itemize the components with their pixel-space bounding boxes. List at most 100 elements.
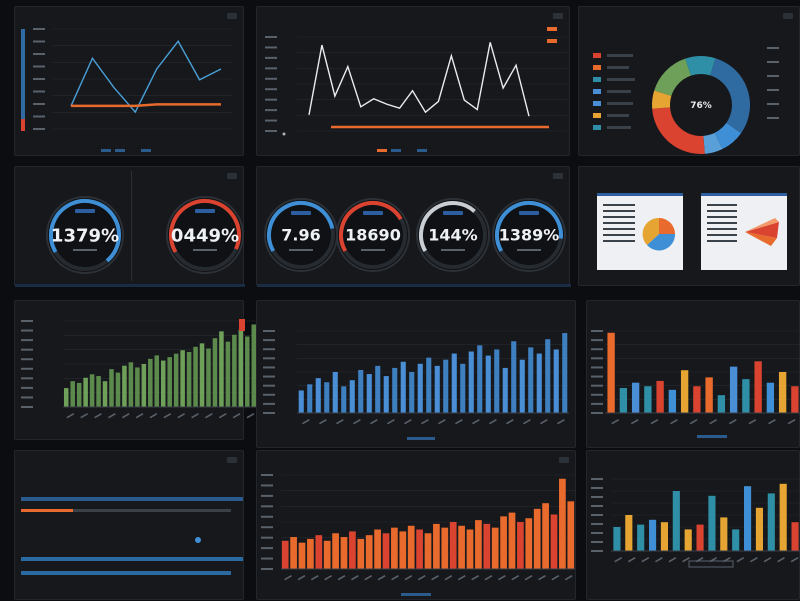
y-axis-marker [547, 39, 557, 43]
bar [357, 538, 365, 569]
text-line [603, 222, 635, 224]
bar [245, 336, 250, 407]
bar [173, 353, 179, 407]
progress-track-2 [21, 509, 231, 512]
text-line [603, 240, 635, 242]
panel-menu-button[interactable] [227, 173, 237, 179]
gauge-bezel [336, 198, 410, 272]
bar [613, 527, 621, 551]
bar [656, 380, 664, 413]
y-tick-mark [263, 402, 275, 405]
mixed-bar-chart [591, 330, 800, 438]
y-tick-mark [261, 505, 273, 508]
y-tick-mark [591, 478, 603, 480]
text-line [707, 204, 737, 206]
bar [315, 535, 323, 569]
bar [212, 338, 218, 407]
x-tick-mark [709, 557, 718, 563]
series-line [70, 40, 222, 114]
x-tick-mark [489, 419, 497, 425]
gauge-value: 0449% [171, 225, 239, 246]
donut-slice [709, 58, 750, 134]
panel-menu-button[interactable] [227, 13, 237, 19]
gauge-badge [363, 211, 383, 215]
line-chart-left [21, 28, 233, 152]
panel-menu-button[interactable] [553, 13, 563, 19]
y-tick-mark [261, 547, 273, 550]
legend-label-placeholder [607, 102, 633, 105]
y-tick-mark [33, 128, 45, 130]
bar [562, 333, 568, 413]
bar [232, 334, 237, 407]
x-tick-mark [524, 575, 533, 581]
text-line [707, 228, 737, 230]
bar [502, 367, 508, 413]
panel-menu-button[interactable] [783, 13, 793, 19]
panel-menu-button[interactable] [227, 457, 237, 463]
bar [477, 345, 483, 413]
bar [494, 349, 500, 413]
bar [717, 395, 726, 413]
x-tick-mark [108, 413, 116, 419]
y-tick-mark [261, 484, 273, 487]
bar [508, 512, 516, 569]
y-tick-mark [33, 40, 45, 43]
gauge-badge [291, 211, 311, 215]
panel-menu-button[interactable] [553, 173, 563, 179]
gauge-value: 1389% [499, 226, 560, 245]
x-tick-mark [417, 575, 426, 581]
text-line [603, 234, 635, 236]
legend-swatch [593, 89, 601, 94]
y-tick-mark [767, 47, 779, 49]
bar [441, 527, 449, 569]
x-tick-mark [790, 557, 799, 563]
gauge-panel-left: 1379% 0449% [14, 166, 245, 287]
bar [141, 364, 147, 407]
x-tick-mark [94, 413, 102, 419]
y-tick-mark [591, 339, 603, 342]
x-tick-mark [748, 419, 757, 425]
x-tick-mark [80, 413, 89, 419]
y-tick-mark [265, 56, 277, 59]
bar [672, 491, 680, 551]
y-tick-mark [263, 357, 275, 360]
report-card-right[interactable] [701, 193, 787, 270]
yellow-bar-chart-panel [586, 450, 800, 600]
report-text-lines [603, 204, 635, 246]
progress-track-3 [21, 557, 243, 561]
legend-swatch [593, 125, 601, 130]
y-tick-mark [263, 384, 275, 387]
gauge-arc [48, 199, 121, 271]
x-tick-mark [404, 575, 413, 581]
bar [298, 542, 306, 569]
x-tick-mark [540, 419, 548, 425]
y-tick-mark [767, 89, 779, 91]
bar [365, 535, 373, 569]
bar [644, 386, 652, 413]
bar [466, 529, 474, 569]
panel-menu-button[interactable] [559, 457, 569, 463]
bar [468, 351, 474, 413]
legend-label-placeholder [607, 114, 629, 117]
y-tick-mark [265, 46, 277, 49]
donut-chart-panel: 76% [578, 6, 800, 156]
report-card-left[interactable] [597, 193, 683, 270]
series-line [308, 42, 530, 117]
bar-highlight [239, 319, 245, 331]
bar [536, 353, 542, 413]
x-tick-mark [682, 557, 690, 563]
green-bar-chart-panel [14, 300, 257, 440]
bar [186, 351, 192, 407]
y-tick-mark [263, 412, 275, 414]
y-tick-mark [265, 98, 277, 101]
bar [449, 522, 457, 569]
x-tick-mark [455, 419, 463, 425]
text-line [707, 234, 737, 236]
y-tick-mark [767, 117, 779, 119]
y-tick-mark [591, 412, 603, 414]
legend-label-placeholder [607, 66, 629, 69]
pager-dot [141, 149, 151, 152]
x-tick-mark [232, 413, 241, 419]
bar [433, 523, 440, 569]
bar [491, 527, 499, 569]
